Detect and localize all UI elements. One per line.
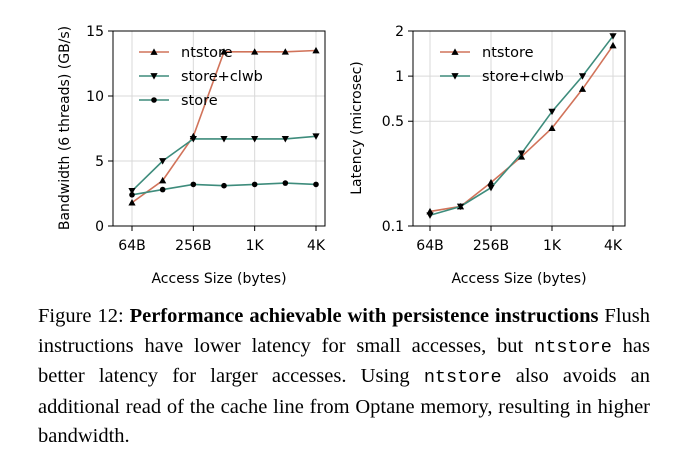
x-tick-label: 64B bbox=[416, 238, 443, 254]
data-point bbox=[578, 73, 587, 80]
y-tick-label: 10 bbox=[86, 89, 104, 105]
data-point bbox=[281, 136, 289, 143]
data-point bbox=[159, 158, 167, 165]
latency-series bbox=[426, 33, 617, 219]
legend-entry: ntstore bbox=[440, 45, 534, 61]
series-ntstore bbox=[128, 46, 320, 206]
data-point bbox=[221, 182, 227, 189]
data-point bbox=[220, 136, 228, 143]
legend-label: ntstore bbox=[482, 45, 534, 61]
data-point bbox=[487, 178, 495, 186]
data-point bbox=[128, 188, 136, 195]
figure-charts: 0 5 10 15 64B 256B 1K 4K Access Size (bytes) B… bbox=[57, 24, 626, 287]
caption-text-2: has better latency for larger accesses. … bbox=[38, 334, 651, 388]
latency-x-ticks: 64B 256B 1K 4K bbox=[416, 226, 623, 254]
data-point bbox=[548, 108, 556, 116]
data-point bbox=[220, 48, 228, 55]
x-tick-label: 1K bbox=[543, 238, 562, 254]
x-tick-label: 4K bbox=[307, 238, 326, 254]
latency-y-axis-label: Latency (microsec) bbox=[349, 61, 365, 195]
y-tick-label: 15 bbox=[86, 24, 104, 40]
data-point bbox=[282, 180, 289, 186]
caption-text-1: Flush instructions have lower latency fo… bbox=[38, 305, 651, 357]
y-tick-label: 0.5 bbox=[382, 114, 404, 130]
caption-code-1: ntstore bbox=[534, 336, 612, 358]
bandwidth-x-axis-label: Access Size (bytes) bbox=[151, 271, 286, 287]
data-point bbox=[251, 136, 259, 143]
legend-label: store+clwb bbox=[482, 69, 564, 85]
y-tick-label: 0.1 bbox=[382, 219, 404, 235]
legend-label: store bbox=[181, 93, 218, 109]
data-point bbox=[487, 184, 495, 192]
data-point bbox=[251, 181, 258, 188]
latency-legend: ntstore store+clwb bbox=[440, 45, 564, 85]
caption-text-3: also avoids an additional read of the ca… bbox=[38, 365, 650, 447]
legend-entry: store bbox=[139, 93, 218, 109]
latency-x-axis-label: Access Size (bytes) bbox=[451, 271, 586, 287]
data-point bbox=[190, 181, 197, 188]
data-point bbox=[517, 150, 526, 158]
y-tick-label: 1 bbox=[395, 69, 404, 85]
bandwidth-chart: 0 5 10 15 64B 256B 1K 4K Access Size (bytes) B… bbox=[57, 24, 326, 287]
series-line bbox=[429, 35, 614, 216]
data-point bbox=[159, 176, 167, 184]
data-point bbox=[609, 41, 617, 49]
caption-prefix: Figure 12: bbox=[38, 305, 130, 327]
x-tick-label: 1K bbox=[246, 238, 265, 254]
y-tick-label: 2 bbox=[395, 24, 404, 40]
data-point bbox=[281, 48, 289, 55]
legend-label: ntstore bbox=[181, 45, 233, 61]
series-store-clwb bbox=[426, 33, 617, 219]
bandwidth-x-ticks: 64B 256B 1K 4K bbox=[118, 226, 326, 254]
data-point bbox=[548, 124, 556, 131]
data-point bbox=[128, 199, 136, 206]
latency-plot-frame bbox=[412, 30, 626, 227]
bandwidth-legend: ntstore store+clwb store bbox=[139, 45, 263, 109]
legend-marker bbox=[150, 48, 158, 55]
data-point bbox=[313, 181, 319, 188]
legend-entry: ntstore bbox=[139, 45, 233, 61]
data-point bbox=[251, 48, 259, 55]
data-point bbox=[159, 186, 166, 193]
data-point bbox=[609, 33, 617, 40]
x-tick-label: 256B bbox=[473, 238, 509, 254]
data-point bbox=[312, 133, 320, 140]
legend-marker bbox=[150, 73, 158, 80]
latency-y-ticks: 0.1 0.5 1 2 bbox=[382, 24, 413, 235]
data-point bbox=[426, 212, 434, 219]
x-tick-label: 4K bbox=[604, 238, 623, 254]
legend-marker bbox=[451, 48, 459, 55]
bandwidth-plot-frame bbox=[112, 30, 326, 227]
legend-label: store+clwb bbox=[181, 69, 263, 85]
legend-entry: store+clwb bbox=[440, 69, 564, 85]
bandwidth-y-axis-label: Bandwidth (6 threads) (GB/s) bbox=[57, 26, 73, 230]
data-point bbox=[312, 46, 320, 54]
data-point bbox=[456, 203, 465, 211]
data-point bbox=[189, 136, 197, 143]
series-store-clwb bbox=[128, 133, 320, 195]
figure-caption: Figure 12: Performance achievable with p… bbox=[38, 302, 650, 452]
x-tick-label: 64B bbox=[118, 238, 145, 254]
legend-marker bbox=[451, 73, 459, 80]
y-tick-label: 0 bbox=[95, 219, 104, 235]
legend-marker bbox=[151, 97, 157, 103]
latency-chart: 0.1 0.5 1 2 64B 256B 1K 4K Access Size (bytes)… bbox=[349, 24, 626, 287]
series-store bbox=[129, 180, 319, 198]
data-point bbox=[578, 85, 587, 92]
bandwidth-series bbox=[128, 46, 320, 206]
y-tick-label: 5 bbox=[95, 154, 104, 170]
caption-title: Performance achievable with persistence … bbox=[129, 305, 599, 327]
bandwidth-y-ticks: 0 5 10 15 bbox=[86, 24, 113, 235]
data-point bbox=[129, 192, 135, 198]
caption-code-2: ntstore bbox=[423, 367, 502, 388]
legend-entry: store+clwb bbox=[139, 69, 263, 85]
x-tick-label: 256B bbox=[175, 238, 211, 254]
